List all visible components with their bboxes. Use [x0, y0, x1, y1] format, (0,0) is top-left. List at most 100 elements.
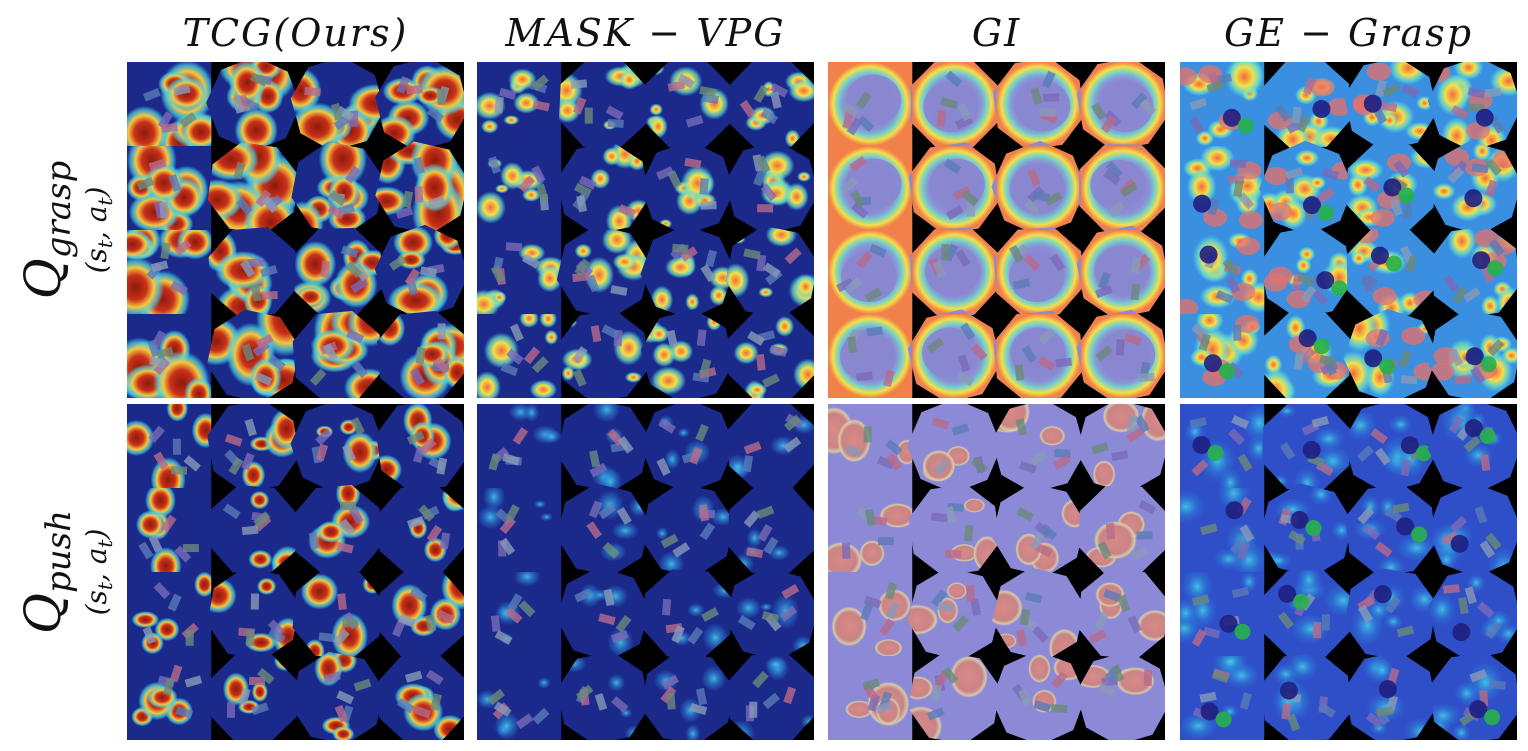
heatmap-tile [127, 230, 212, 314]
heatmap-tile [290, 404, 385, 494]
row-title-main: Qgrasp [14, 161, 79, 300]
heatmap-tile [828, 488, 913, 572]
heatmap-tile [557, 651, 650, 740]
heatmap-tile [376, 311, 464, 398]
heatmap-tile [127, 488, 212, 572]
heatmap-tile [1076, 309, 1165, 398]
heatmap-tile [477, 314, 562, 398]
heatmap-tile [725, 141, 814, 235]
heatmap-tile [1428, 309, 1517, 398]
heatmap-tile [907, 404, 1002, 494]
heatmap-tile [991, 404, 1086, 493]
heatmap-tile [643, 62, 732, 148]
heatmap-tile [127, 404, 212, 488]
heatmap-tile [828, 62, 913, 146]
heatmap-tile [1343, 404, 1438, 493]
row-title-main: Qpush [14, 510, 79, 634]
heatmap-tile [207, 404, 300, 492]
heatmap-tile [375, 141, 464, 235]
heatmap-tile [828, 146, 913, 230]
heatmap-tile [725, 567, 814, 661]
heatmap-tile [208, 227, 299, 317]
heatmap-tile [1428, 141, 1517, 235]
heatmap-tile [1180, 572, 1265, 656]
heatmap-tile [994, 227, 1084, 317]
heatmap-tile [127, 572, 212, 656]
heatmap-tile [828, 404, 913, 488]
heatmap-tile [640, 140, 735, 236]
column-title-mask: MASK − VPG [504, 11, 785, 55]
heatmap-tile [477, 572, 562, 656]
panel-gi-push [828, 404, 1165, 740]
row-title-push: Qpush(st, at) [14, 510, 117, 634]
heatmap-tile [1077, 568, 1165, 660]
heatmap-tile [377, 653, 464, 740]
panel-ge-grasp [1180, 62, 1517, 398]
heatmap-tile [910, 227, 999, 317]
heatmap-tile [1427, 482, 1517, 578]
heatmap-tile [1076, 651, 1165, 740]
heatmap-tile [477, 656, 562, 740]
panel-mask-push [477, 404, 814, 740]
heatmap-tile [907, 567, 1002, 661]
panel-tcg-grasp [127, 62, 464, 398]
heatmap-tile [1076, 404, 1165, 493]
heatmap-tile [1180, 488, 1265, 572]
heatmap-tile [1261, 652, 1352, 740]
heatmap-tile [556, 225, 650, 319]
heatmap-tile [728, 312, 814, 398]
column-title-ge: GE − Grasp [1224, 11, 1473, 55]
heatmap-tile [1180, 146, 1265, 230]
heatmap-tile [292, 484, 383, 576]
heatmap-tile [641, 483, 734, 577]
heatmap-tile [828, 572, 913, 656]
heatmap-tile [907, 309, 1001, 398]
heatmap-tile [1427, 404, 1517, 494]
heatmap-tile [1076, 62, 1165, 151]
heatmap-tile [477, 230, 562, 314]
heatmap-tile [477, 146, 562, 230]
heatmap-tile [828, 314, 913, 398]
heatmap-tile [477, 404, 562, 488]
heatmap-tile [1344, 62, 1438, 151]
heatmap-tile [725, 225, 814, 319]
heatmap-tile [1180, 62, 1265, 146]
heatmap-tile [291, 141, 384, 235]
heatmap-tile [1259, 483, 1353, 577]
heatmap-tile [293, 227, 382, 317]
heatmap-tile [556, 483, 650, 577]
panel-mask-grasp [477, 62, 814, 398]
column-title-tcg: TCG(Ours) [183, 11, 409, 55]
heatmap-tile [828, 230, 913, 314]
heatmap-tile [993, 62, 1085, 150]
heatmap-tile [1180, 230, 1265, 314]
heatmap-tile [1259, 140, 1354, 236]
column-title-gi: GI [972, 11, 1021, 55]
heatmap-tile [908, 142, 1001, 234]
panel-ge-push [1180, 404, 1517, 740]
heatmap-tile [1429, 226, 1517, 318]
heatmap-tile [127, 314, 212, 398]
heatmap-tile [1262, 404, 1351, 491]
heatmap-tile [641, 652, 734, 740]
heatmap-tile [477, 488, 562, 572]
heatmap-tile [375, 62, 464, 151]
heatmap-tile [127, 62, 212, 146]
heatmap-tile [1078, 486, 1165, 574]
heatmap-tile [1180, 656, 1265, 740]
heatmap-tile [477, 62, 562, 146]
heatmap-tile [291, 651, 384, 740]
heatmap-tile [556, 567, 651, 661]
row-title-grasp: Qgrasp(st, at) [14, 161, 117, 300]
heatmap-tile [1076, 225, 1165, 319]
heatmap-tile [206, 62, 301, 152]
heatmap-tile [828, 656, 913, 740]
heatmap-tile [209, 654, 298, 740]
heatmap-tile [727, 404, 814, 491]
row-args: (st, at) [80, 529, 117, 616]
heatmap-tile [127, 656, 212, 740]
heatmap-tile [640, 404, 735, 494]
heatmap-tile [910, 62, 998, 148]
panel-tcg-push [127, 404, 464, 740]
